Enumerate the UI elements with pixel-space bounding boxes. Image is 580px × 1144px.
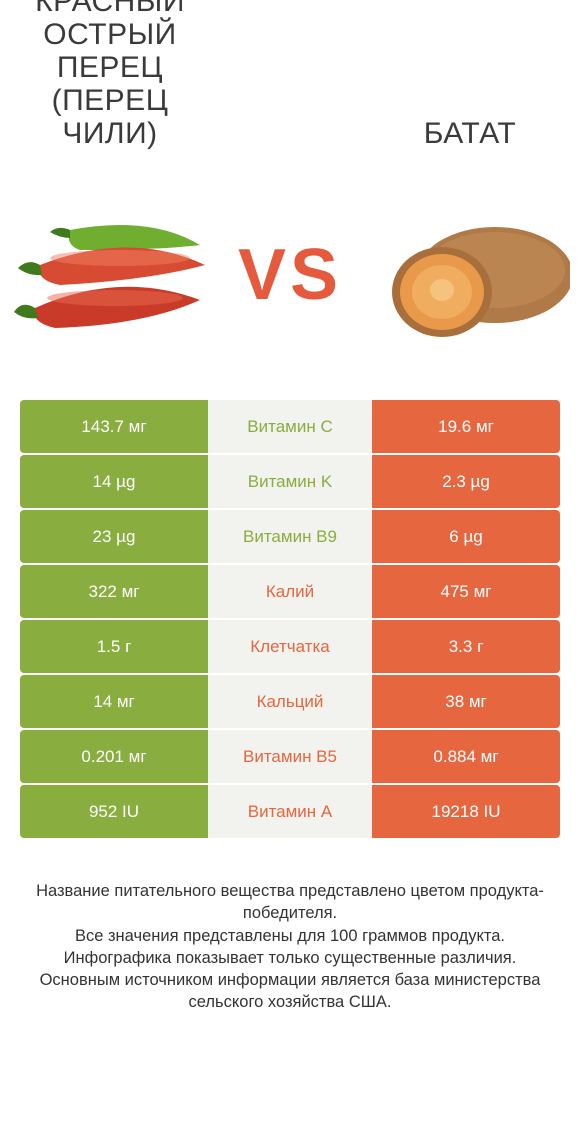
right-title: БАТАТ <box>424 117 517 150</box>
left-value: 322 мг <box>20 565 208 618</box>
footer-line: Название питательного вещества представл… <box>20 880 560 925</box>
right-title-col: БАТАТ <box>360 117 580 150</box>
right-value: 3.3 г <box>372 620 560 673</box>
page: КРАСНЫЙ ОСТРЫЙ ПЕРЕЦ (ПЕРЕЦ ЧИЛИ) БАТАТ <box>0 0 580 1144</box>
nutrient-name: Кальций <box>208 675 372 728</box>
nutrient-name: Клетчатка <box>208 620 372 673</box>
footer-line: Основным источником информации является … <box>20 969 560 1014</box>
vs-center: VS <box>220 234 360 316</box>
sweet-potato-icon <box>370 190 570 360</box>
right-value: 0.884 мг <box>372 730 560 783</box>
right-value: 38 мг <box>372 675 560 728</box>
nutrient-name: Витамин C <box>208 400 372 453</box>
table-row: 14 µgВитамин K2.3 µg <box>20 455 560 510</box>
left-value: 14 µg <box>20 455 208 508</box>
right-value: 19218 IU <box>372 785 560 838</box>
left-value: 143.7 мг <box>20 400 208 453</box>
nutrient-name: Витамин B9 <box>208 510 372 563</box>
titles-row: КРАСНЫЙ ОСТРЫЙ ПЕРЕЦ (ПЕРЕЦ ЧИЛИ) БАТАТ <box>0 0 580 160</box>
left-title: КРАСНЫЙ ОСТРЫЙ ПЕРЕЦ (ПЕРЕЦ ЧИЛИ) <box>0 0 220 150</box>
table-row: 23 µgВитамин B96 µg <box>20 510 560 565</box>
comparison-table: 143.7 мгВитамин C19.6 мг14 µgВитамин K2.… <box>0 390 580 840</box>
left-value: 1.5 г <box>20 620 208 673</box>
vs-label: VS <box>238 234 342 316</box>
right-image-col <box>360 190 580 360</box>
right-value: 6 µg <box>372 510 560 563</box>
left-image-col <box>0 190 220 360</box>
nutrient-name: Витамин A <box>208 785 372 838</box>
footer: Название питательного вещества представл… <box>0 840 580 1014</box>
left-value: 952 IU <box>20 785 208 838</box>
footer-line: Все значения представлены для 100 граммо… <box>20 925 560 947</box>
table-row: 322 мгКалий475 мг <box>20 565 560 620</box>
right-value: 475 мг <box>372 565 560 618</box>
right-value: 19.6 мг <box>372 400 560 453</box>
table-row: 14 мгКальций38 мг <box>20 675 560 730</box>
nutrient-name: Витамин K <box>208 455 372 508</box>
right-value: 2.3 µg <box>372 455 560 508</box>
footer-line: Инфографика показывает только существенн… <box>20 947 560 969</box>
vs-row: VS <box>0 160 580 390</box>
left-value: 0.201 мг <box>20 730 208 783</box>
left-value: 23 µg <box>20 510 208 563</box>
nutrient-name: Витамин B5 <box>208 730 372 783</box>
table-row: 1.5 гКлетчатка3.3 г <box>20 620 560 675</box>
left-value: 14 мг <box>20 675 208 728</box>
chili-peppers-icon <box>10 190 210 360</box>
left-title-col: КРАСНЫЙ ОСТРЫЙ ПЕРЕЦ (ПЕРЕЦ ЧИЛИ) <box>0 0 220 150</box>
table-row: 0.201 мгВитамин B50.884 мг <box>20 730 560 785</box>
table-row: 952 IUВитамин A19218 IU <box>20 785 560 840</box>
nutrient-name: Калий <box>208 565 372 618</box>
table-row: 143.7 мгВитамин C19.6 мг <box>20 400 560 455</box>
